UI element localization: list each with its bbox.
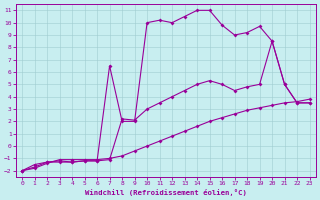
X-axis label: Windchill (Refroidissement éolien,°C): Windchill (Refroidissement éolien,°C): [85, 189, 247, 196]
